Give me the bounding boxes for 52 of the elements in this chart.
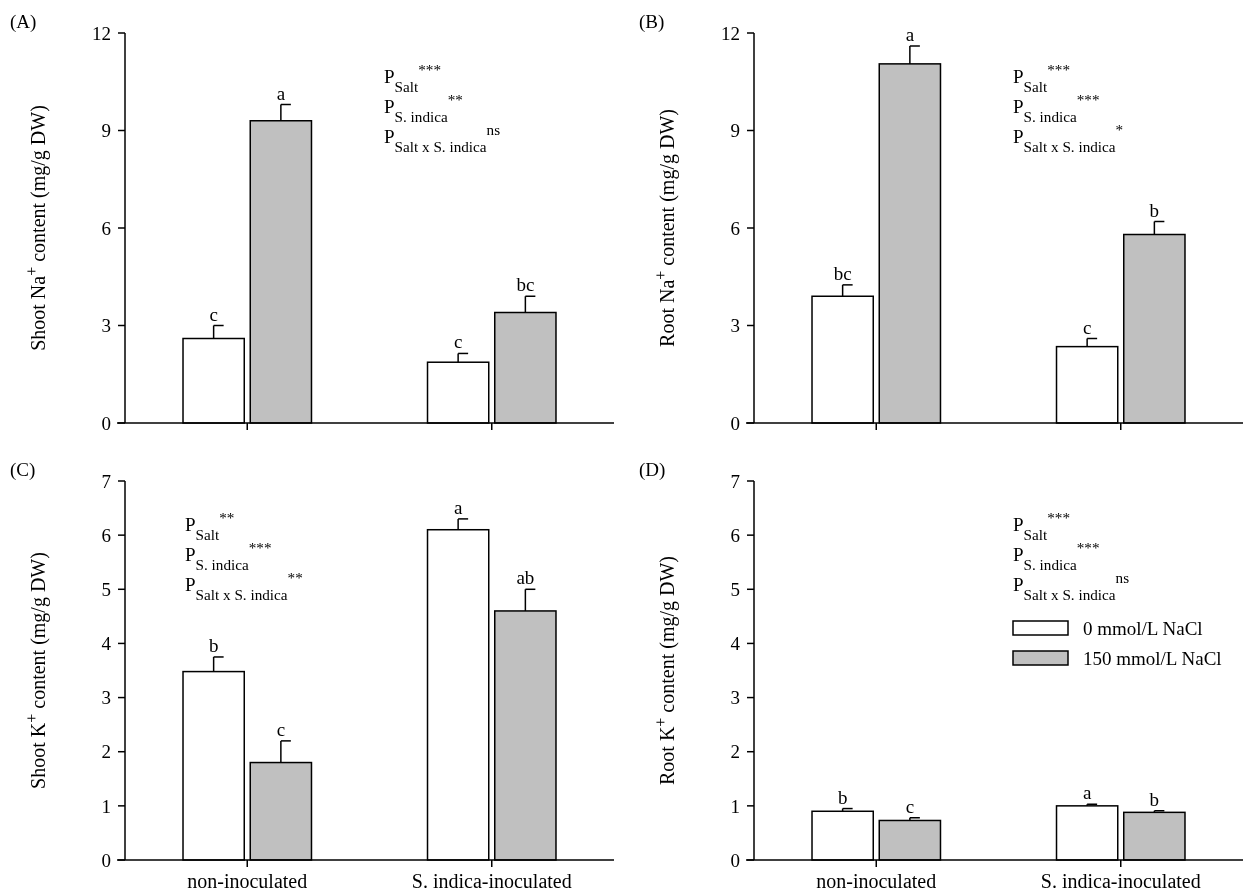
y-tick-label: 3 [101,687,111,709]
x-tick-label: S. indica-inoculated [1040,870,1201,892]
y-tick-label: 6 [730,217,740,239]
y-tick-label: 4 [730,633,741,655]
legend-label: 0 mmol/L NaCl [1083,617,1203,639]
chart-title: (B) [639,11,665,33]
y-tick-label: 4 [101,633,112,655]
chart-title: (D) [639,459,666,481]
data-label: b [1149,788,1160,810]
data-label: c [1082,316,1092,338]
data-label: bc [516,274,535,296]
y-tick-label: 5 [101,578,111,600]
y-tick-label: 0 [101,412,111,434]
y-tick-label: 0 [101,849,111,871]
data-label: ab [516,567,535,589]
y-tick-label: 5 [730,578,740,600]
data-label: bc [833,262,852,284]
legend-label: 150 mmol/L NaCl [1083,647,1222,669]
data-label: c [276,718,286,740]
data-label: b [837,786,848,808]
x-tick-label: non-inoculated [816,870,937,892]
data-label: a [276,82,286,104]
chart-title: (A) [10,11,37,33]
y-tick-label: 12 [721,22,740,44]
y-tick-label: 1 [101,795,111,817]
y-tick-label: 12 [92,22,111,44]
data-label: b [208,634,219,656]
data-label: a [905,24,915,45]
y-tick-label: 3 [730,315,740,337]
y-tick-label: 7 [730,470,740,492]
y-tick-label: 2 [101,741,111,763]
y-tick-label: 6 [730,524,740,546]
chart-title: (C) [10,459,36,481]
x-tick-label: S. indica-inoculated [411,870,572,892]
y-tick-label: 7 [101,470,111,492]
y-tick-label: 0 [730,849,740,871]
data-label: c [453,331,463,353]
y-tick-label: 9 [730,120,740,142]
x-tick-label: non-inoculated [187,870,308,892]
data-label: c [905,795,915,817]
data-label: b [1149,199,1160,221]
y-tick-label: 6 [101,524,111,546]
data-label: a [453,496,463,518]
data-label: a [1082,782,1092,804]
y-tick-label: 3 [101,315,111,337]
y-tick-label: 2 [730,741,740,763]
y-tick-label: 0 [730,412,740,434]
y-tick-label: 9 [101,120,111,142]
y-tick-label: 1 [730,795,740,817]
y-tick-label: 6 [101,217,111,239]
data-label: c [209,303,218,325]
y-tick-label: 3 [730,687,740,709]
